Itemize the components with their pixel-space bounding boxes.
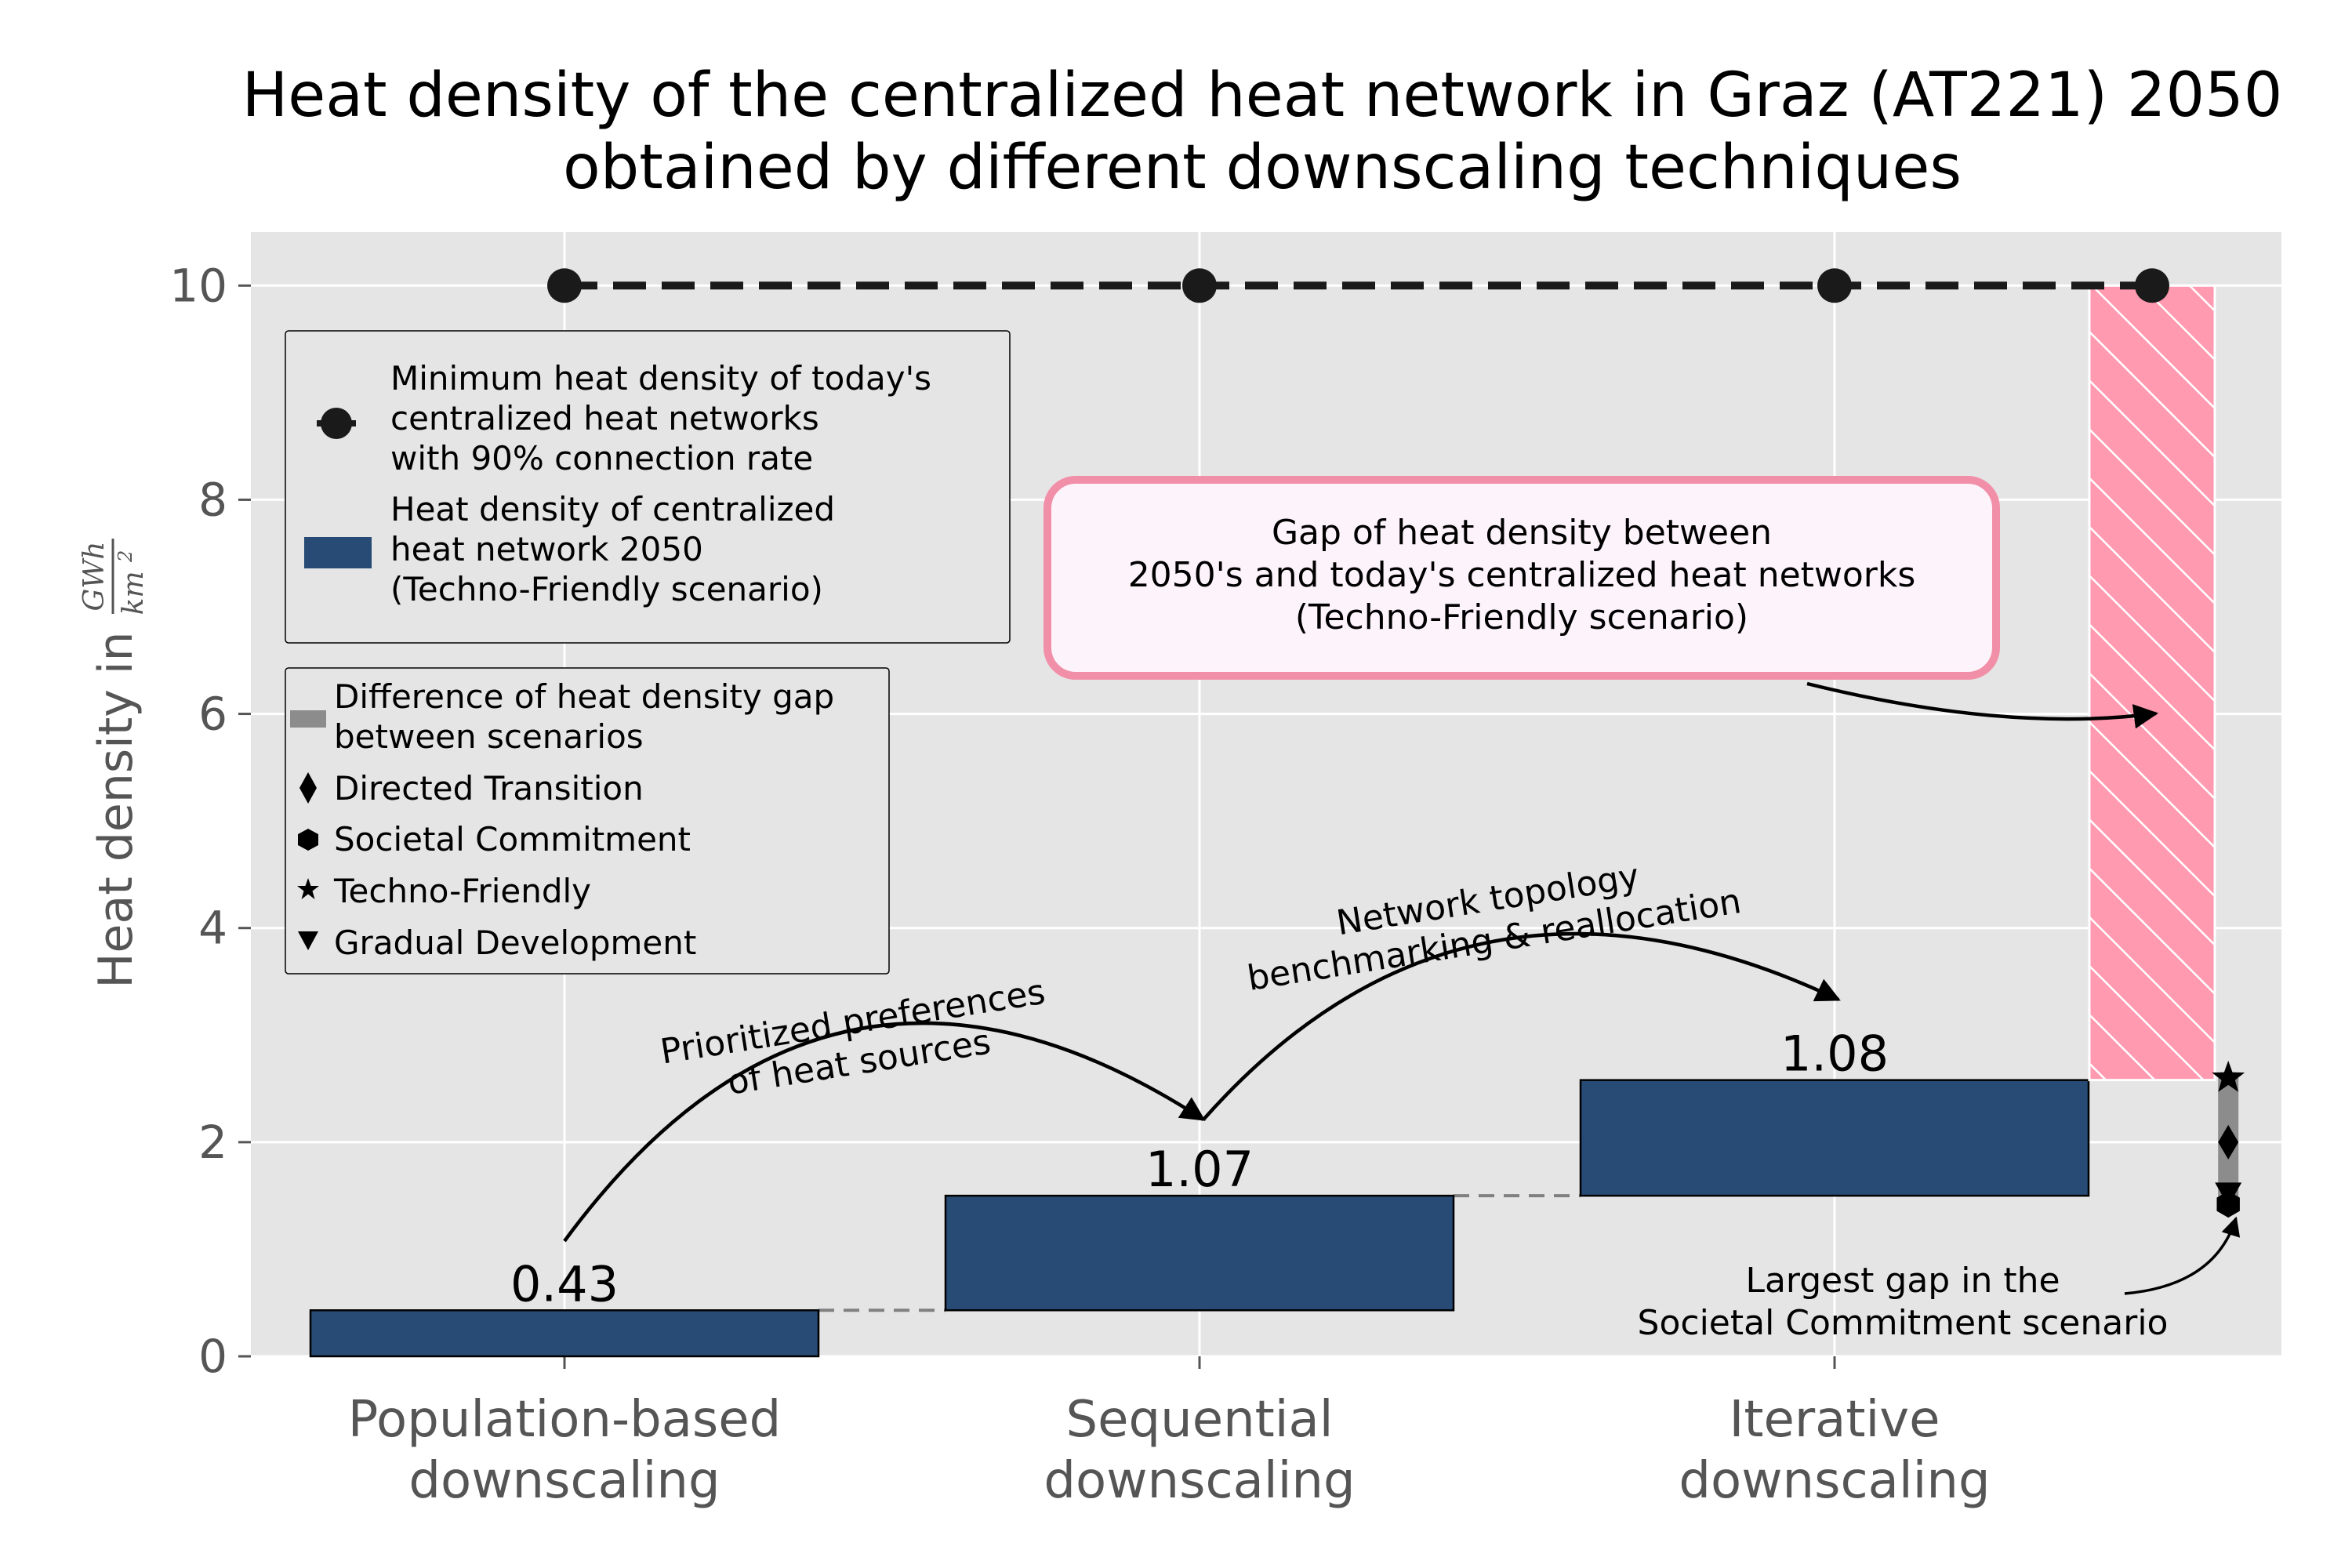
x-tick-label-line1: Iterative — [1730, 1391, 1940, 1449]
bar-connectors — [818, 1194, 1581, 1312]
gap-annotation-line2: 2050's and today's centralized heat netw… — [1128, 555, 1916, 595]
legend-hexagon-icon — [298, 829, 318, 851]
y-axis-label: Heat density in GWh km 2 — [78, 539, 150, 989]
legend-bar-line1: Heat density of centralized — [390, 490, 835, 528]
x-tick-label-line1: Sequential — [1066, 1391, 1334, 1449]
x-axis: Population-baseddownscalingSequentialdow… — [348, 1356, 1991, 1510]
bar-value-label: 1.07 — [1145, 1141, 1254, 1198]
legend-minimum-line3: with 90% connection rate — [390, 439, 813, 477]
legend-gradual-development: Gradual Development — [334, 924, 696, 962]
y-tick-label: 4 — [198, 902, 227, 955]
y-tick-label: 8 — [198, 473, 227, 526]
legend-bar-swatch — [304, 537, 372, 568]
legend-diamond-icon — [299, 772, 317, 804]
legend-star-icon — [297, 878, 319, 899]
arrow-network-topology — [1202, 931, 1841, 1121]
svg-text:km 2: km 2 — [114, 550, 150, 615]
legend-bar-line2: heat network 2050 — [390, 530, 703, 568]
gap-annotation-line3: (Techno-Friendly scenario) — [1295, 597, 1748, 637]
arrow-gap-box — [1806, 681, 2159, 729]
bar-value-label: 1.08 — [1780, 1025, 1889, 1083]
arrow-prioritized-preferences — [563, 1021, 1206, 1243]
minimum-line-marker — [1817, 268, 1852, 303]
x-tick-label-line2: downscaling — [1044, 1452, 1355, 1510]
y-axis: 0 2 4 6 8 10 — [169, 259, 251, 1383]
scenario-marker-star — [2212, 1060, 2245, 1092]
bars: 0.43 1.07 1.08 — [309, 1025, 2090, 1358]
x-tick-label-line1: Population-based — [348, 1391, 782, 1449]
minimum-line-marker — [547, 268, 582, 303]
legend-triangle-down-icon — [298, 931, 318, 950]
minimum-line-marker — [2135, 268, 2169, 303]
legend-primary: Minimum heat density of today's centrali… — [285, 330, 1011, 644]
legend-bar-line3: (Techno-Friendly scenario) — [390, 570, 823, 608]
chart-title-line2: obtained by different downscaling techni… — [563, 132, 1962, 203]
y-axis-unit-numerator: GWh — [78, 542, 111, 612]
legend-range-line2: between scenarios — [334, 717, 644, 756]
y-tick-label: 6 — [198, 688, 227, 741]
legend-minimum-marker-swatch — [321, 408, 352, 439]
scenario-marker-diamond — [2218, 1124, 2239, 1160]
arrow-largest-gap — [2124, 1216, 2241, 1295]
largest-gap-line2: Societal Commitment scenario — [1638, 1303, 2169, 1343]
legend-directed-transition: Directed Transition — [334, 769, 644, 808]
legend-range-line1: Difference of heat density gap — [334, 677, 834, 716]
largest-gap-line1: Largest gap in the — [1745, 1261, 2060, 1301]
x-tick-label-line2: downscaling — [408, 1452, 720, 1510]
y-tick-label: 0 — [198, 1330, 227, 1383]
y-tick-label: 2 — [198, 1116, 227, 1169]
y-axis-label-text: Heat density in — [89, 631, 143, 988]
y-axis-unit-exponent: 2 — [114, 550, 136, 563]
legend-techno-friendly: Techno-Friendly — [333, 872, 591, 910]
legend-scenarios-frame — [285, 667, 890, 975]
bar — [309, 1309, 820, 1358]
y-axis-unit-denominator: km — [118, 571, 150, 615]
gap-annotation-box — [1044, 476, 2000, 680]
chart-title-line1: Heat density of the centralized heat net… — [242, 60, 2283, 131]
scenario-range — [2212, 1060, 2245, 1218]
bar — [1579, 1079, 2090, 1197]
y-tick-label: 10 — [169, 259, 227, 312]
legend-range-swatch — [290, 710, 326, 728]
legend-societal-commitment: Societal Commitment — [334, 820, 691, 858]
gap-area — [2088, 284, 2216, 1082]
bar-value-label: 0.43 — [510, 1255, 619, 1312]
legend-minimum-line1: Minimum heat density of today's — [390, 359, 931, 397]
scenario-marker-hexagon — [2216, 1191, 2240, 1218]
svg-text:Heat density in: Heat density in — [89, 631, 143, 988]
gap-bar — [2088, 284, 2216, 1082]
legend-primary-frame — [285, 330, 1011, 644]
legend-scenarios: Difference of heat density gap between s… — [285, 667, 890, 975]
bar — [944, 1194, 1455, 1312]
minimum-line-marker — [1182, 268, 1217, 303]
x-tick-label-line2: downscaling — [1679, 1452, 1990, 1510]
minimum-heat-density-line — [547, 268, 2169, 303]
gap-annotation-line1: Gap of heat density between — [1272, 513, 1772, 553]
legend-minimum-line2: centralized heat networks — [390, 399, 819, 437]
